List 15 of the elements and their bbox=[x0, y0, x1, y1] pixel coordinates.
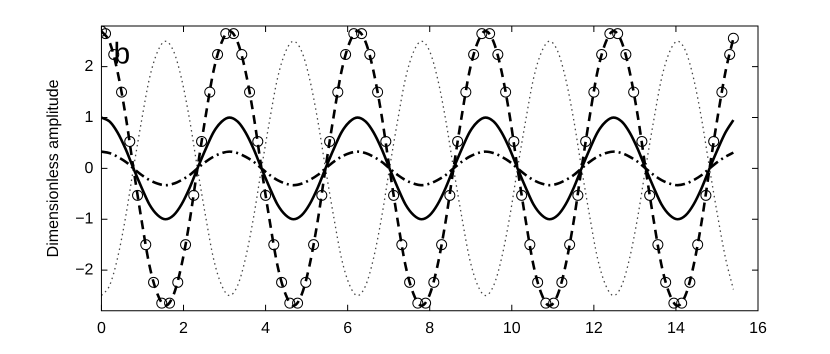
y-tick-label: −1 bbox=[75, 210, 94, 228]
y-axis-title: Dimensionless amplitude bbox=[45, 79, 62, 258]
y-tick-label: 1 bbox=[84, 108, 94, 126]
x-tick-label: 2 bbox=[179, 320, 188, 337]
y-tick-label: 2 bbox=[84, 58, 94, 76]
x-tick-label: 4 bbox=[261, 320, 270, 337]
x-tick-label: 0 bbox=[96, 320, 106, 337]
x-tick-label: 10 bbox=[502, 320, 521, 337]
y-tick-label: 0 bbox=[84, 160, 94, 177]
y-tick-label: −2 bbox=[75, 262, 94, 279]
x-tick-label: 16 bbox=[749, 320, 767, 337]
x-tick-label: 14 bbox=[667, 320, 685, 337]
x-tick-label: 8 bbox=[425, 320, 434, 337]
x-tick-label: 12 bbox=[584, 320, 603, 337]
x-tick-label: 6 bbox=[343, 320, 352, 337]
